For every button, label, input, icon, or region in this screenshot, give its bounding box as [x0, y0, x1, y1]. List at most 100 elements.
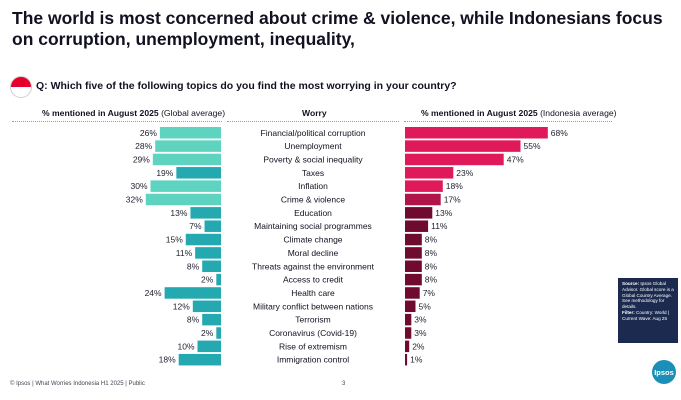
global-bar [155, 140, 221, 152]
category-label: Access to credit [283, 275, 344, 285]
indonesia-value-label: 47% [507, 154, 524, 164]
global-value-label: 11% [176, 248, 193, 258]
indonesia-value-label: 11% [431, 221, 448, 231]
global-bar [152, 153, 221, 166]
global-value-label: 15% [166, 235, 183, 245]
global-column-header: % mentioned in August 2025 (Global avera… [42, 108, 225, 118]
indonesia-bar [405, 140, 521, 152]
indonesia-bar [405, 220, 429, 232]
indonesia-value-label: 8% [425, 235, 438, 245]
indonesia-bar [405, 233, 422, 246]
indonesia-bar [405, 207, 433, 219]
global-bar [164, 287, 221, 299]
global-bar [216, 273, 221, 286]
category-label: Inflation [298, 181, 328, 191]
indonesia-flag-icon [10, 76, 32, 98]
indonesia-value-label: 55% [524, 141, 541, 151]
global-value-label: 26% [140, 128, 157, 138]
filter-label: Filter: [622, 309, 635, 315]
global-value-label: 2% [201, 275, 214, 285]
global-value-label: 2% [201, 328, 214, 338]
footer-text: © Ipsos | What Worries Indonesia H1 2025… [10, 381, 145, 387]
category-label: Terrorism [295, 315, 330, 325]
global-header-rule [12, 121, 222, 122]
global-value-label: 10% [177, 341, 194, 351]
indonesia-bar [405, 340, 410, 353]
global-bar [202, 313, 221, 326]
page-title: The world is most concerned about crime … [12, 8, 663, 49]
indonesia-value-label: 17% [444, 195, 461, 205]
category-label: Financial/political corruption [261, 128, 366, 138]
indonesia-header-rule [404, 121, 612, 122]
indonesia-bar [405, 167, 454, 179]
global-bar [145, 193, 221, 206]
global-bar [150, 180, 221, 192]
global-bar [202, 260, 221, 272]
indonesia-value-label: 18% [446, 181, 463, 191]
indonesia-bar [405, 247, 422, 259]
global-bar [216, 327, 221, 339]
category-label: Taxes [302, 168, 324, 178]
indonesia-bar [405, 127, 548, 139]
global-bar [197, 340, 221, 353]
global-value-label: 18% [159, 355, 176, 365]
category-label: Immigration control [277, 355, 349, 365]
global-bar [185, 233, 221, 246]
category-label: Coronavirus (Covid-19) [269, 328, 357, 338]
category-label: Poverty & social inequality [263, 154, 363, 164]
global-bar [178, 353, 221, 366]
indonesia-value-label: 3% [414, 315, 427, 325]
indonesia-value-label: 8% [425, 275, 438, 285]
source-text: Ipsos Global Advisor. Global score is a … [622, 281, 674, 310]
indonesia-bar [405, 313, 412, 326]
indonesia-header-sub: (Indonesia average) [540, 108, 617, 118]
global-value-label: 30% [130, 181, 147, 191]
indonesia-value-label: 68% [551, 128, 568, 138]
global-bar [192, 300, 221, 313]
global-bar [204, 220, 221, 232]
global-value-label: 19% [156, 168, 173, 178]
global-value-label: 32% [126, 195, 143, 205]
global-header-main: % mentioned in August 2025 [42, 108, 159, 118]
indonesia-bar [405, 327, 412, 339]
category-label: Crime & violence [281, 195, 346, 205]
source-box: Source: Ipsos Global Advisor. Global sco… [618, 278, 678, 343]
global-header-sub: (Global average) [161, 108, 226, 118]
indonesia-bar [405, 193, 441, 206]
indonesia-value-label: 13% [435, 208, 452, 218]
global-bar [195, 247, 221, 259]
global-value-label: 24% [145, 288, 162, 298]
ipsos-logo: Ipsos [652, 360, 676, 384]
global-value-label: 28% [135, 141, 152, 151]
global-bar [159, 127, 221, 139]
category-label: Rise of extremism [279, 341, 347, 351]
indonesia-bar [405, 180, 443, 192]
indonesia-value-label: 5% [419, 301, 432, 311]
filter-text: Country: World | Current Wave: Aug 25 [622, 309, 670, 321]
indonesia-value-label: 2% [412, 341, 425, 351]
global-value-label: 13% [170, 208, 187, 218]
global-bar [176, 167, 221, 179]
indonesia-bar [405, 353, 408, 366]
worry-column-header: Worry [302, 108, 327, 118]
indonesia-value-label: 23% [456, 168, 473, 178]
indonesia-bar [405, 153, 504, 166]
page-number: 3 [342, 381, 346, 387]
indonesia-bar [405, 260, 422, 272]
category-label: Maintaining social programmes [254, 221, 372, 231]
category-label: Climate change [283, 235, 342, 245]
indonesia-header-main: % mentioned in August 2025 [421, 108, 538, 118]
indonesia-column-header: % mentioned in August 2025 (Indonesia av… [421, 108, 617, 118]
global-value-label: 7% [189, 221, 202, 231]
indonesia-value-label: 1% [410, 355, 423, 365]
global-value-label: 12% [173, 301, 190, 311]
category-label: Moral decline [288, 248, 339, 258]
survey-question: Q: Which five of the following topics do… [36, 80, 457, 92]
category-label: Unemployment [284, 141, 342, 151]
category-label: Threats against the environment [252, 261, 375, 271]
category-label: Health care [291, 288, 335, 298]
source-label: Source: [622, 281, 640, 286]
category-label: Military conflict between nations [253, 301, 373, 311]
indonesia-value-label: 3% [414, 328, 427, 338]
